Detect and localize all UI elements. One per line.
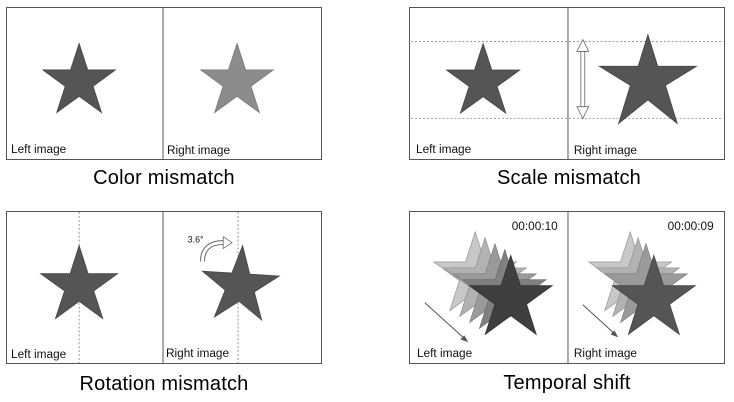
right-image-label: Right image <box>166 346 230 360</box>
temporal-shift-panel: 00:00:10 00:00:09 Left image Right image <box>409 211 725 364</box>
right-motion-trail <box>587 230 697 336</box>
right-image-label: Right image <box>574 346 638 360</box>
rotation-mismatch-caption: Rotation mismatch <box>79 373 249 395</box>
left-star <box>41 42 117 114</box>
right-image-label: Right image <box>167 143 231 157</box>
left-star <box>39 244 119 320</box>
right-timestamp: 00:00:09 <box>668 219 714 233</box>
left-image-label: Left image <box>11 347 67 361</box>
rotation-angle-label: 3.6° <box>188 235 204 245</box>
right-star-group <box>201 244 281 322</box>
rotation-mismatch-panel: 3.6° Left image Right image <box>6 211 322 364</box>
right-star <box>597 33 698 125</box>
curved-arrow-icon <box>200 235 233 262</box>
right-star <box>199 42 275 114</box>
right-star <box>201 244 281 322</box>
color-mismatch-illustration: Left image Right image <box>11 8 275 159</box>
scale-mismatch-panel: Left image Right image <box>409 7 725 160</box>
left-image-label: Left image <box>416 142 472 156</box>
right-image-label: Right image <box>574 143 638 157</box>
left-timestamp: 00:00:10 <box>512 219 558 233</box>
left-image-label: Left image <box>417 346 473 360</box>
temporal-shift-illustration: 00:00:10 00:00:09 Left image Right image <box>417 212 714 363</box>
color-mismatch-panel: Left image Right image <box>6 7 322 160</box>
right-motion-arrow-icon <box>582 304 619 338</box>
scale-mismatch-caption: Scale mismatch <box>497 167 641 189</box>
left-star <box>445 42 521 115</box>
left-motion-trail <box>432 230 554 336</box>
double-arrow-icon <box>576 38 590 120</box>
scale-mismatch-illustration: Left image Right image <box>411 8 723 159</box>
left-motion-arrow-icon <box>424 302 469 343</box>
left-image-label: Left image <box>11 142 67 156</box>
temporal-shift-caption: Temporal shift <box>503 372 631 394</box>
rotation-mismatch-illustration: 3.6° Left image Right image <box>11 212 281 363</box>
color-mismatch-caption: Color mismatch <box>93 167 235 189</box>
